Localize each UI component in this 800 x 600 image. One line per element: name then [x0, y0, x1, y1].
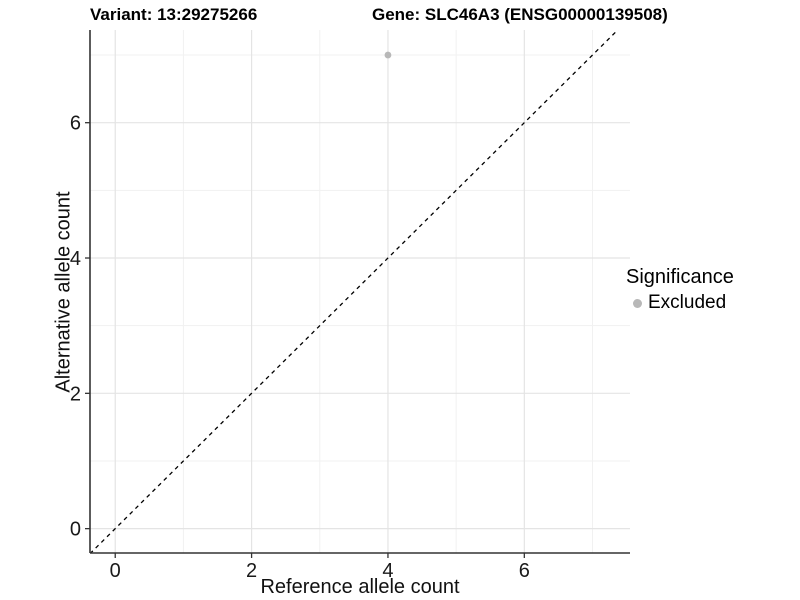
x-tick-label: 4 — [382, 560, 393, 582]
x-tick-label: 6 — [519, 560, 530, 582]
y-tick-label: 6 — [70, 113, 81, 135]
plot-title-gene: Gene: SLC46A3 (ENSG00000139508) — [372, 5, 668, 24]
x-tick-label: 0 — [110, 560, 121, 582]
legend-point-icon — [633, 298, 642, 308]
legend-item: Excluded — [626, 292, 734, 314]
y-tick-label: 4 — [70, 248, 81, 270]
legend-item-label: Excluded — [648, 292, 727, 313]
data-point — [384, 51, 392, 59]
legend-title: Significance — [626, 266, 734, 288]
x-tick-label: 2 — [246, 560, 257, 582]
y-axis-title: Alternative allele count — [52, 191, 75, 393]
plot-title-variant: Variant: 13:29275266 — [90, 5, 258, 24]
y-tick-label: 2 — [70, 383, 81, 405]
x-axis-title: Reference allele count — [260, 576, 460, 598]
legend: Significance Excluded — [626, 266, 734, 314]
identity-line — [90, 30, 619, 553]
legend-items: Excluded — [626, 292, 734, 314]
y-tick-label: 0 — [70, 519, 81, 541]
